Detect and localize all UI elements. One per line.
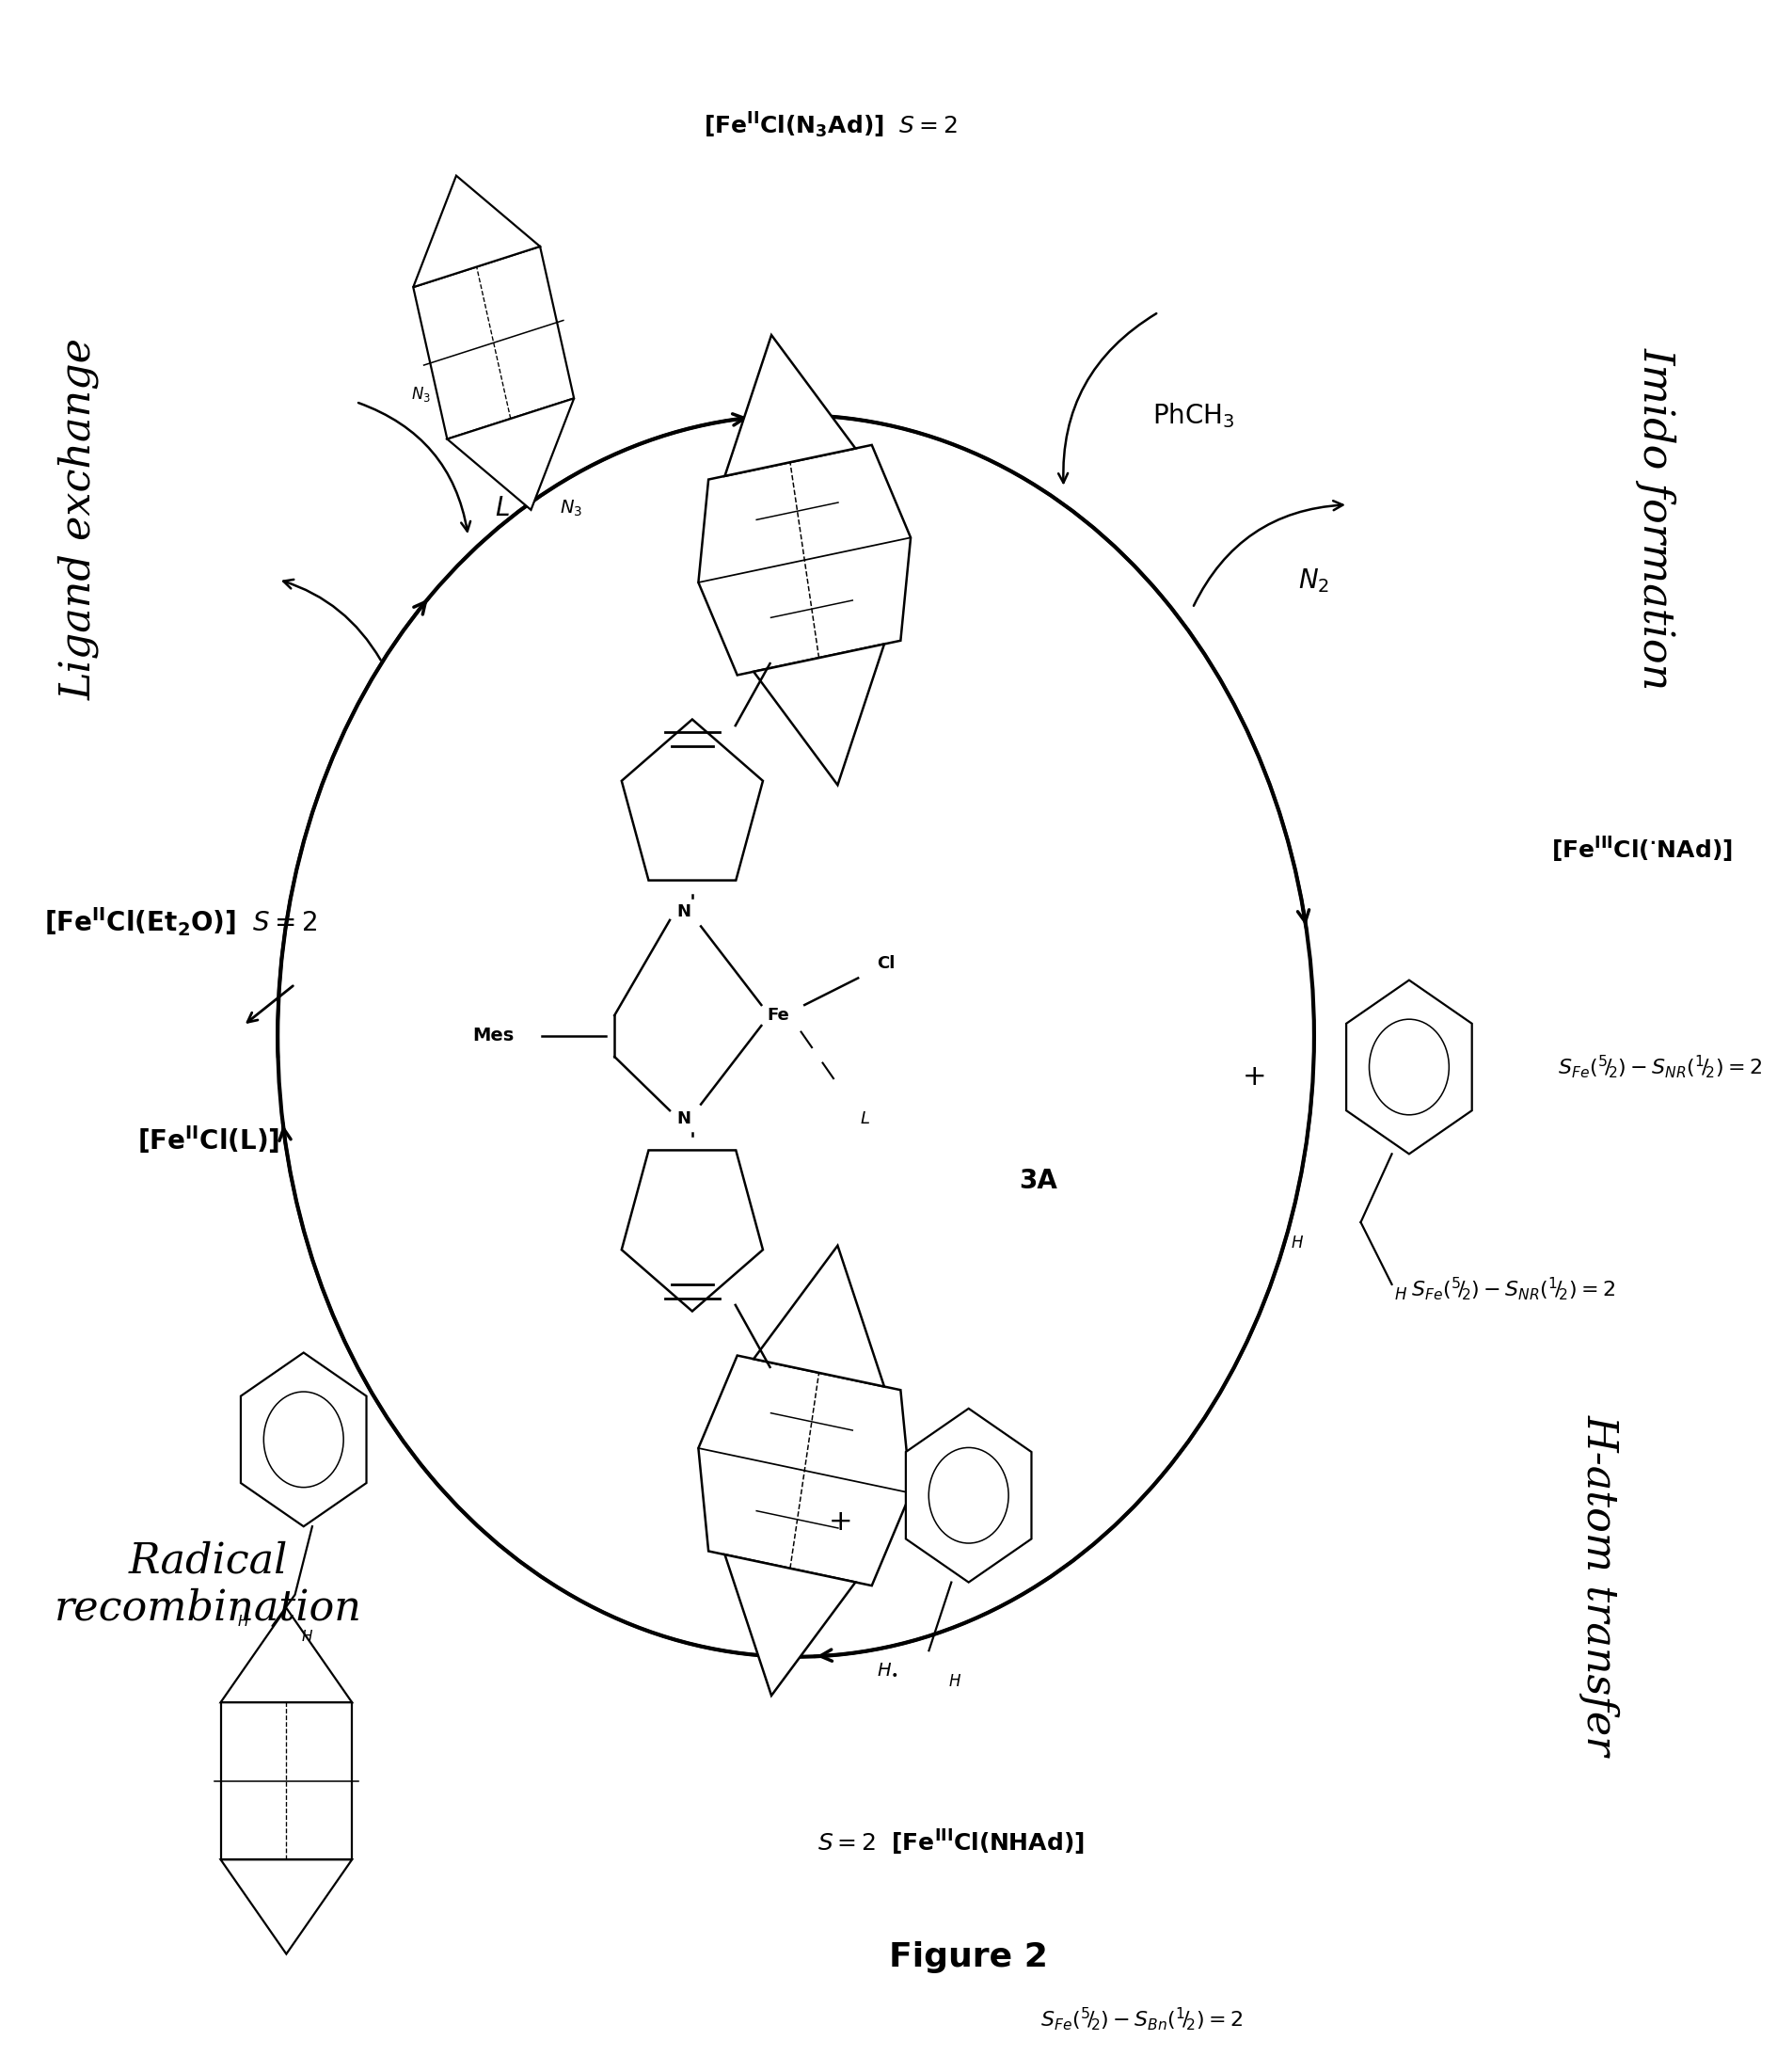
Text: $\mathbf{[Fe^{II}Cl(L)]}$: $\mathbf{[Fe^{II}Cl(L)]}$	[137, 1123, 279, 1156]
Text: N: N	[677, 903, 691, 920]
Text: $\mathbf{[Fe^{III}Cl(^{\bullet}NAd)]}$: $\mathbf{[Fe^{III}Cl(^{\bullet}NAd)]}$	[1551, 835, 1733, 864]
Text: Cl: Cl	[876, 955, 896, 972]
Polygon shape	[220, 1703, 352, 1859]
Polygon shape	[1347, 980, 1471, 1154]
Polygon shape	[622, 719, 762, 881]
Text: Ligand exchange: Ligand exchange	[59, 338, 100, 700]
Polygon shape	[622, 1150, 762, 1312]
Text: H-atom transfer: H-atom transfer	[1578, 1413, 1619, 1755]
Circle shape	[277, 414, 1315, 1658]
Polygon shape	[448, 398, 574, 510]
Polygon shape	[725, 336, 855, 477]
Polygon shape	[753, 1245, 885, 1386]
Polygon shape	[240, 1353, 366, 1527]
Polygon shape	[906, 1409, 1031, 1583]
Text: $S_{Fe}(^5\!/\!_2) - S_{NR}(^1\!/\!_2) = 2$: $S_{Fe}(^5\!/\!_2) - S_{NR}(^1\!/\!_2) =…	[1411, 1274, 1615, 1301]
Text: $H_{\bullet}$: $H_{\bullet}$	[876, 1660, 897, 1678]
Text: L: L	[496, 495, 510, 522]
Text: $S_{Fe}(^5\!/\!_2) - S_{Bn}(^1\!/\!_2) = 2$: $S_{Fe}(^5\!/\!_2) - S_{Bn}(^1\!/\!_2) =…	[1040, 2006, 1242, 2033]
Text: $\mathrm{PhCH_3}$: $\mathrm{PhCH_3}$	[1151, 400, 1235, 429]
Polygon shape	[725, 1554, 855, 1695]
Text: Mes: Mes	[473, 1028, 514, 1044]
Polygon shape	[753, 644, 885, 785]
Polygon shape	[414, 247, 574, 439]
Text: N: N	[677, 1111, 691, 1127]
Text: $N_3$: $N_3$	[560, 497, 583, 518]
Text: Imido formation: Imido formation	[1637, 348, 1676, 690]
Text: $S_{Fe}(^5\!/\!_2) - S_{NR}(^1\!/\!_2) = 2$: $S_{Fe}(^5\!/\!_2) - S_{NR}(^1\!/\!_2) =…	[1557, 1053, 1761, 1082]
Text: 3A: 3A	[1018, 1169, 1057, 1193]
Polygon shape	[414, 176, 540, 288]
Text: $N_2$: $N_2$	[1299, 568, 1329, 595]
Polygon shape	[698, 1355, 910, 1585]
Polygon shape	[220, 1608, 352, 1703]
Text: L: L	[860, 1111, 869, 1127]
Text: $H$: $H$	[300, 1629, 313, 1643]
Text: $+$: $+$	[828, 1508, 851, 1535]
Text: $H$: $H$	[1290, 1235, 1304, 1251]
Polygon shape	[220, 1859, 352, 1954]
Text: $N_3$: $N_3$	[410, 385, 430, 404]
Text: $H$: $H$	[1393, 1287, 1407, 1303]
Text: $H$: $H$	[949, 1674, 961, 1691]
Text: Radical
recombination: Radical recombination	[55, 1542, 363, 1629]
Text: $\mathbf{[Fe^{II}Cl(Et_2O)]}$  $S = 2$: $\mathbf{[Fe^{II}Cl(Et_2O)]}$ $S = 2$	[44, 905, 318, 939]
Text: Fe: Fe	[768, 1007, 789, 1024]
Text: $H$: $H$	[236, 1614, 249, 1629]
Text: $S = 2$  $\mathbf{[Fe^{III}Cl(NHAd)]}$: $S = 2$ $\mathbf{[Fe^{III}Cl(NHAd)]}$	[817, 1828, 1084, 1859]
Text: $\mathbf{[Fe^{II}Cl(N_3Ad)]}$  $S = 2$: $\mathbf{[Fe^{II}Cl(N_3Ad)]}$ $S = 2$	[704, 110, 958, 141]
Text: $+$: $+$	[1242, 1063, 1265, 1092]
Text: Figure 2: Figure 2	[888, 1941, 1048, 1973]
Polygon shape	[698, 445, 910, 675]
